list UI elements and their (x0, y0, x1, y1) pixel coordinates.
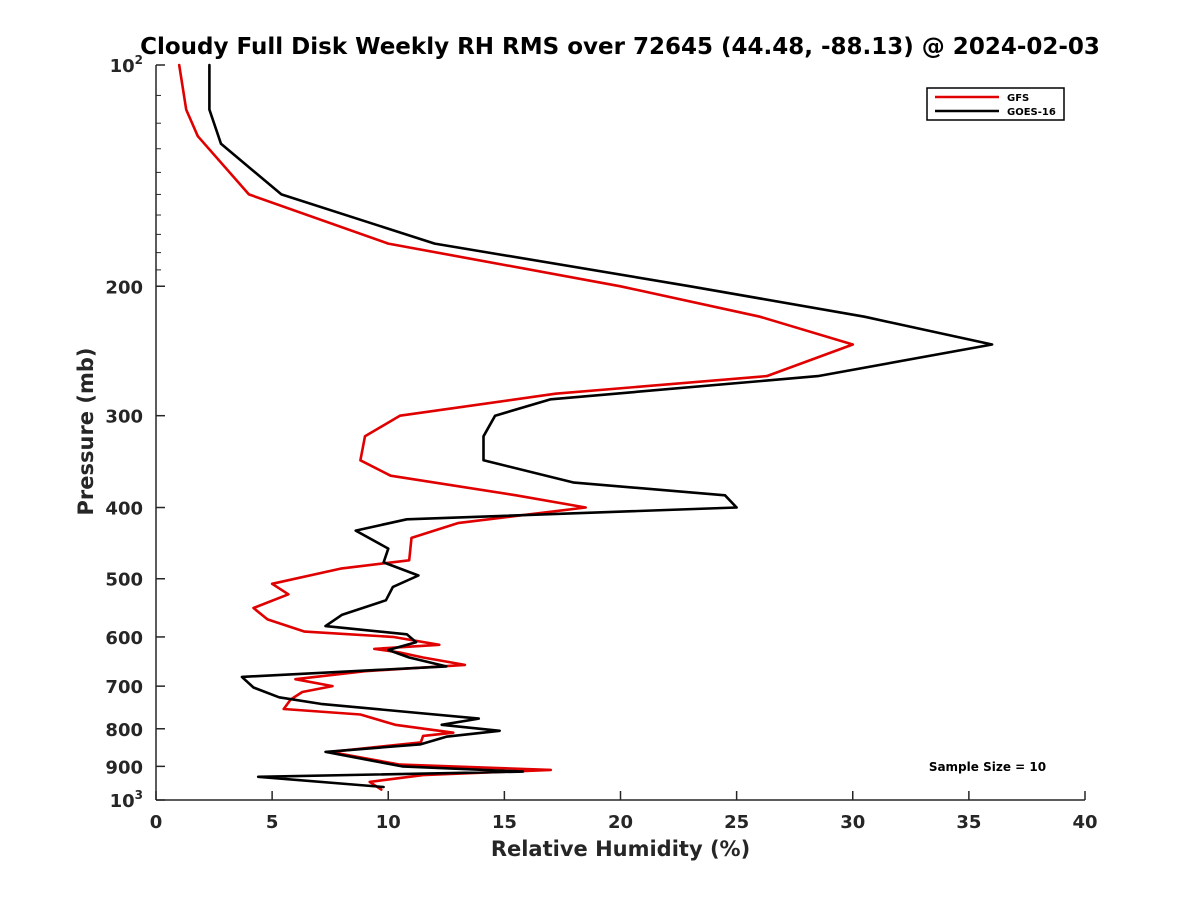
plot-area (177, 63, 994, 791)
y-tick-label: 500 (105, 570, 143, 591)
legend-entry: GFS (1007, 93, 1029, 104)
x-tick-label: 20 (608, 812, 633, 833)
legend: GFS GOES-16 (926, 87, 1065, 121)
y-tick-label: 400 (105, 499, 143, 520)
x-tick-label: 0 (150, 812, 163, 833)
series-line-gfs (177, 63, 855, 791)
x-tick-label: 40 (1072, 812, 1097, 833)
x-tick-label: 30 (840, 812, 865, 833)
x-tick-label: 35 (956, 812, 981, 833)
y-tick-label: 800 (105, 720, 143, 741)
y-axis-label: Pressure (mb) (74, 348, 98, 516)
legend-box (926, 87, 1065, 121)
chart-title: Cloudy Full Disk Weekly RH RMS over 7264… (140, 34, 1100, 60)
y-tick-label: 900 (105, 757, 143, 778)
sample-size-annotation: Sample Size = 10 (929, 760, 1046, 774)
legend-entry: GOES-16 (1007, 107, 1056, 118)
axes: 0 5 10 15 20 25 30 35 40 102 200 300 400 500 600 700 800… (105, 53, 1097, 833)
x-tick-label: 15 (492, 812, 517, 833)
x-tick-label: 10 (376, 812, 401, 833)
y-tick-label: 600 (105, 628, 143, 649)
x-tick-label: 25 (724, 812, 749, 833)
y-tick-label: 300 (105, 407, 143, 428)
x-tick-label: 5 (266, 812, 279, 833)
y-tick-label: 102 (110, 53, 143, 77)
y-tick-label: 700 (105, 677, 143, 698)
y-tick-label: 200 (105, 277, 143, 298)
series-line-goes-16 (208, 63, 994, 789)
y-tick-label: 103 (110, 788, 143, 812)
x-axis-label: Relative Humidity (%) (491, 837, 750, 861)
